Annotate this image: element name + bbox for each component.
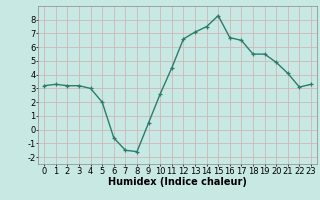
X-axis label: Humidex (Indice chaleur): Humidex (Indice chaleur) — [108, 177, 247, 187]
